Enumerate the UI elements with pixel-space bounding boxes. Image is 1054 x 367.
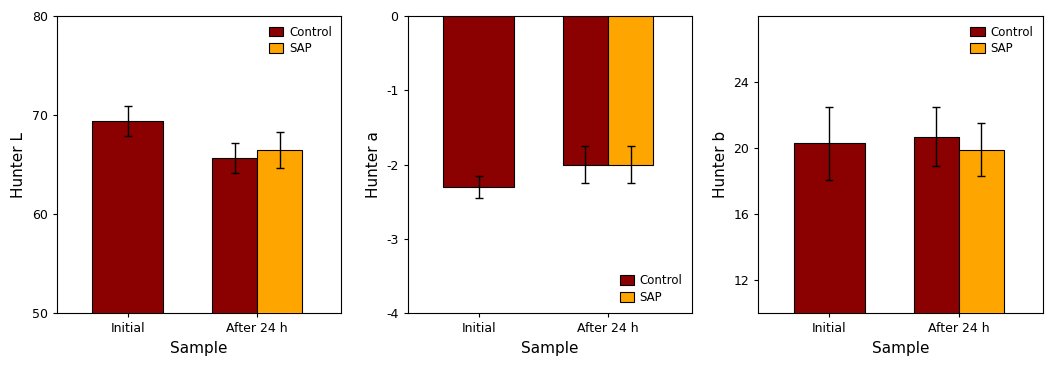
Bar [608, 16, 653, 165]
Legend: Control, SAP: Control, SAP [617, 271, 686, 308]
Bar [257, 150, 302, 367]
Bar [212, 158, 257, 367]
Bar [563, 16, 608, 165]
Y-axis label: Hunter L: Hunter L [12, 132, 26, 198]
X-axis label: Sample: Sample [521, 341, 579, 356]
Bar [959, 150, 1004, 367]
Y-axis label: Hunter b: Hunter b [713, 131, 728, 198]
Legend: Control, SAP: Control, SAP [266, 22, 335, 59]
Legend: Control, SAP: Control, SAP [967, 22, 1037, 59]
X-axis label: Sample: Sample [872, 341, 930, 356]
Bar [914, 137, 959, 367]
Bar [794, 143, 865, 367]
X-axis label: Sample: Sample [170, 341, 228, 356]
Y-axis label: Hunter a: Hunter a [366, 131, 380, 198]
Bar [93, 121, 163, 367]
Bar [443, 16, 514, 187]
